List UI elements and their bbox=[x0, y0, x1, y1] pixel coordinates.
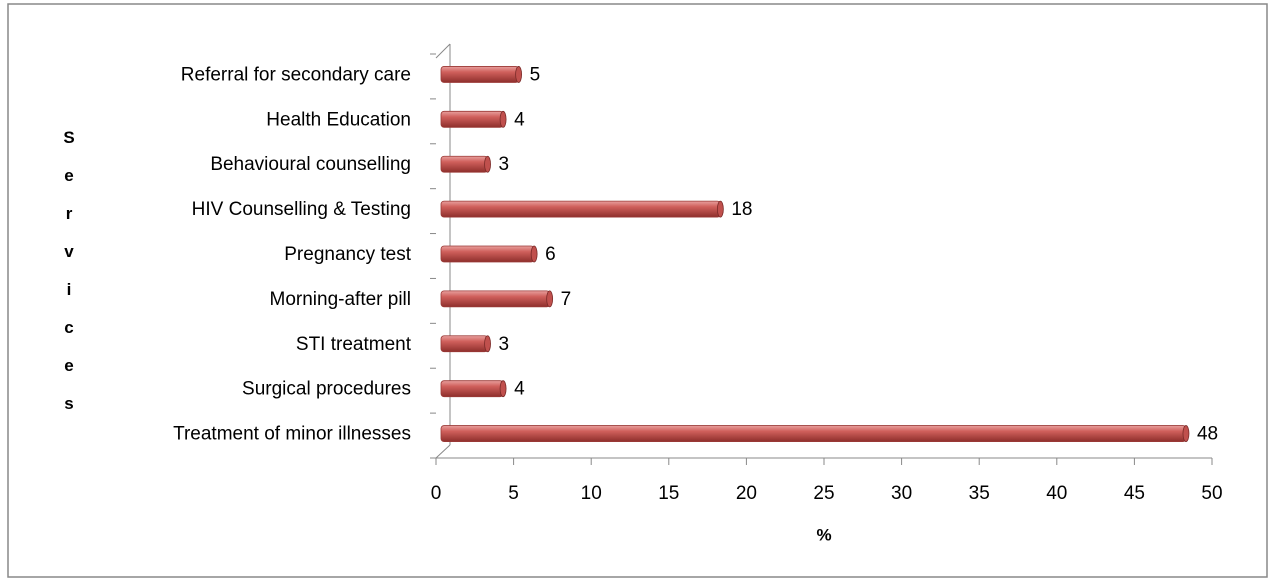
bar bbox=[440, 155, 488, 173]
data-label: 18 bbox=[731, 199, 752, 220]
x-tick-label: 50 bbox=[1201, 483, 1222, 504]
bar bbox=[440, 245, 535, 263]
data-label: 7 bbox=[561, 289, 572, 310]
bar-cap bbox=[716, 200, 724, 218]
bar bbox=[440, 200, 721, 218]
y-tick-label: Treatment of minor illnesses bbox=[173, 424, 411, 445]
y-tick-label: HIV Counselling & Testing bbox=[192, 199, 411, 220]
bar-cap bbox=[1182, 425, 1190, 442]
x-tick-label: 0 bbox=[431, 483, 442, 504]
data-label: 4 bbox=[514, 379, 525, 400]
bar-cap bbox=[484, 155, 491, 173]
data-label: 3 bbox=[499, 154, 510, 175]
bar bbox=[440, 290, 551, 308]
x-tick-label: 30 bbox=[891, 483, 912, 504]
y-axis-title: Services bbox=[60, 128, 79, 432]
y-tick-label: Behavioural counselling bbox=[210, 154, 411, 175]
bar-cap bbox=[499, 380, 507, 398]
x-tick-label: 25 bbox=[813, 483, 834, 504]
bar-cap bbox=[530, 245, 538, 263]
bar bbox=[440, 425, 1187, 442]
wall-top bbox=[435, 43, 451, 59]
x-axis-title: % bbox=[816, 525, 831, 544]
x-tick-label: 45 bbox=[1124, 483, 1145, 504]
y-tick-label: Health Education bbox=[266, 109, 411, 130]
bar bbox=[440, 66, 519, 83]
y-tick-label: STI treatment bbox=[296, 334, 412, 355]
floor-edge bbox=[435, 444, 451, 459]
x-tick-label: 20 bbox=[736, 483, 757, 504]
y-tick-label: Pregnancy test bbox=[284, 244, 411, 265]
bar bbox=[440, 335, 488, 353]
y-tick-label: Surgical procedures bbox=[242, 379, 411, 400]
y-tick-label: Referral for secondary care bbox=[181, 64, 411, 85]
chart-border bbox=[7, 3, 1268, 578]
x-tick-label: 35 bbox=[969, 483, 990, 504]
data-label: 6 bbox=[545, 244, 556, 265]
bar bbox=[440, 110, 504, 128]
x-tick-label: 15 bbox=[658, 483, 679, 504]
bar bbox=[440, 380, 504, 398]
bar-cap bbox=[484, 335, 491, 353]
data-label: 48 bbox=[1197, 424, 1218, 445]
x-tick-label: 40 bbox=[1046, 483, 1067, 504]
bar-cap bbox=[515, 66, 522, 83]
y-tick-label: Morning-after pill bbox=[270, 289, 412, 310]
data-label: 3 bbox=[499, 334, 510, 355]
data-label: 4 bbox=[514, 109, 525, 130]
data-label: 5 bbox=[530, 64, 541, 85]
x-tick-label: 5 bbox=[508, 483, 519, 504]
bar-cap bbox=[499, 110, 507, 128]
x-tick-label: 10 bbox=[581, 483, 602, 504]
bar-cap bbox=[546, 290, 554, 308]
